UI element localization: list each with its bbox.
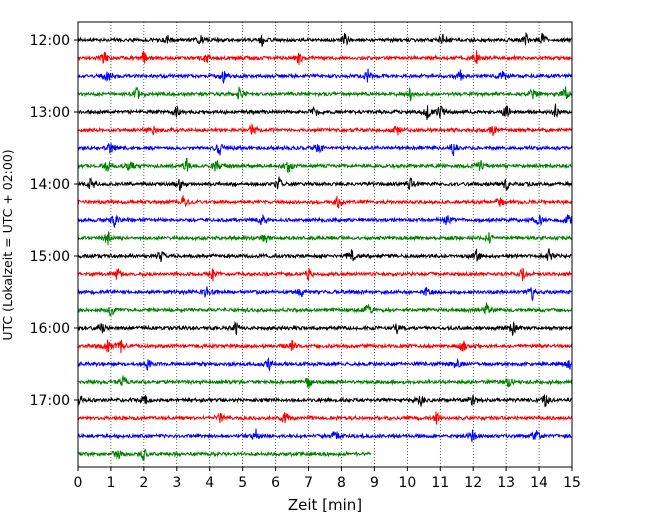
seismic-trace — [77, 195, 573, 209]
x-tick-label: 4 — [205, 475, 214, 491]
seismic-trace — [77, 339, 573, 354]
seismic-trace — [77, 214, 573, 229]
seismic-trace — [77, 157, 573, 174]
x-tick-label: 2 — [139, 475, 148, 491]
x-tick-label: 6 — [271, 475, 280, 491]
seismic-trace — [77, 123, 573, 137]
seismic-trace — [77, 428, 573, 443]
seismic-trace — [77, 411, 573, 425]
seismic-trace — [77, 248, 573, 262]
seismic-trace — [77, 267, 573, 282]
y-tick-label: 17:00 — [30, 393, 70, 409]
y-tick-label: 15:00 — [30, 249, 70, 265]
seismic-trace — [77, 394, 573, 408]
seismic-trace — [77, 374, 573, 388]
x-tick-label: 8 — [337, 475, 346, 491]
x-tick-label: 1 — [106, 475, 115, 491]
seismic-trace — [77, 32, 573, 47]
seismic-trace — [77, 143, 573, 157]
x-axis-ticks: 0 1 2 3 4 5 6 7 8 9 10 11 12 13 14 15 — [74, 467, 581, 491]
seismic-trace — [77, 86, 573, 102]
y-tick-label: 16:00 — [30, 321, 70, 337]
x-tick-label: 5 — [238, 475, 247, 491]
seismic-trace — [77, 286, 573, 302]
x-tick-label: 0 — [74, 475, 83, 491]
x-tick-label: 10 — [398, 475, 416, 491]
seismic-trace — [77, 103, 573, 121]
x-tick-label: 9 — [370, 475, 379, 491]
x-tick-label: 11 — [431, 475, 449, 491]
x-tick-label: 14 — [530, 475, 548, 491]
grid-lines — [110, 22, 540, 467]
seismic-trace — [77, 50, 573, 66]
seismic-trace — [77, 320, 573, 337]
y-axis-label: UTC (Lokalzeit = UTC + 02:00) — [0, 149, 15, 340]
seismic-trace — [77, 356, 573, 372]
seismic-trace — [77, 448, 372, 461]
seismic-trace — [77, 302, 573, 317]
seismic-trace — [77, 231, 573, 246]
x-tick-label: 12 — [464, 475, 482, 491]
trace-series — [77, 32, 573, 461]
y-tick-label: 12:00 — [30, 33, 70, 49]
x-tick-label: 7 — [304, 475, 313, 491]
x-tick-label: 13 — [497, 475, 515, 491]
y-tick-label: 13:00 — [30, 105, 70, 121]
x-axis-label: Zeit [min] — [288, 496, 362, 514]
y-axis-ticks: 12:00 13:00 14:00 15:00 16:00 17:00 — [30, 33, 78, 409]
x-tick-label: 3 — [172, 475, 181, 491]
seismic-trace — [77, 68, 573, 85]
y-tick-label: 14:00 — [30, 177, 70, 193]
seismic-trace — [77, 176, 573, 192]
x-tick-label: 15 — [563, 475, 581, 491]
plot-frame — [77, 21, 573, 468]
